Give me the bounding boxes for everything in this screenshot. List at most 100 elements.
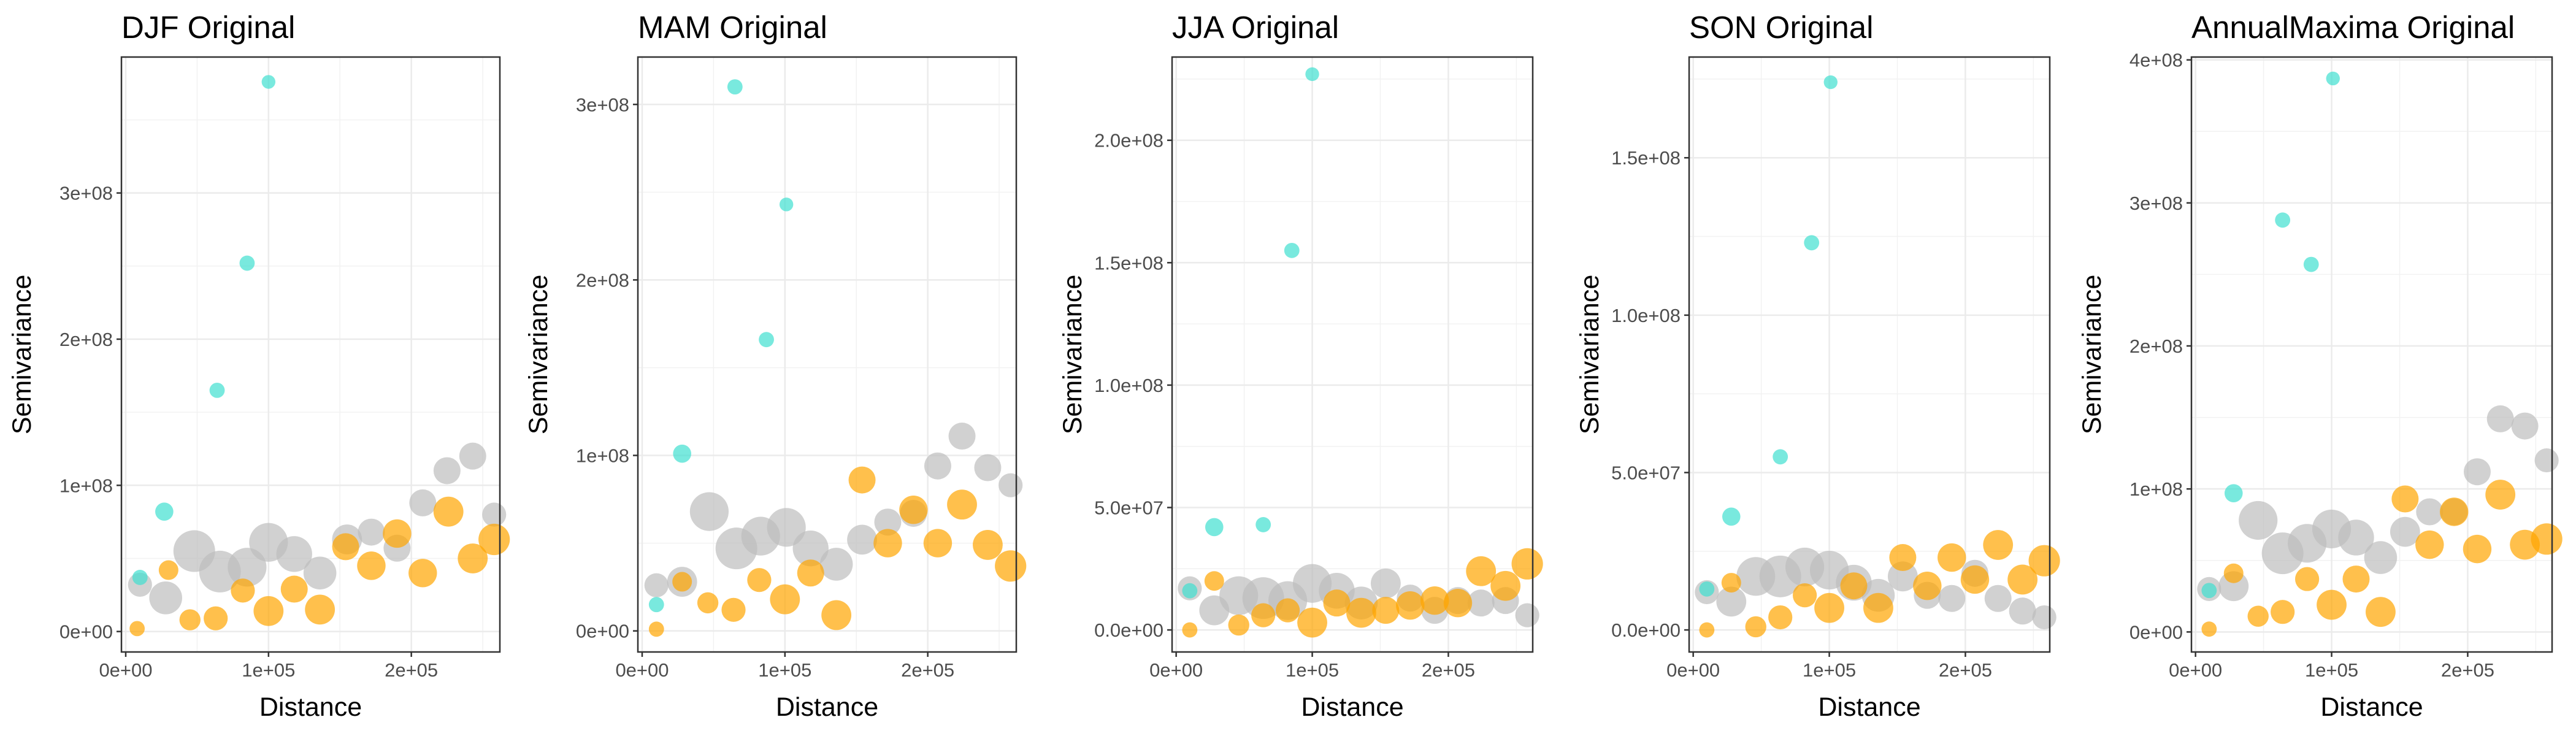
- panel-title: JJA Original: [1172, 10, 1339, 45]
- data-point-orange: [721, 597, 746, 622]
- y-axis-label: Semivariance: [2077, 275, 2107, 435]
- data-point-orange: [280, 575, 308, 603]
- data-point-orange: [1466, 556, 1497, 586]
- x-tick-label: 2e+05: [1422, 659, 1475, 681]
- data-point-gray: [689, 492, 729, 531]
- data-point-orange: [129, 621, 145, 637]
- data-point-orange: [2201, 621, 2217, 637]
- plot-background: [1172, 57, 1533, 652]
- data-point-orange: [2271, 600, 2295, 624]
- data-point-orange: [821, 600, 852, 631]
- data-point-orange: [1182, 622, 1198, 638]
- data-point-orange: [2415, 530, 2444, 559]
- data-point-cyan: [2326, 71, 2340, 86]
- data-point-orange: [1323, 589, 1351, 617]
- data-point-gray: [644, 573, 669, 597]
- y-tick-label: 1e+08: [59, 475, 113, 496]
- x-tick-label: 0e+00: [99, 659, 152, 681]
- data-point-cyan: [1699, 581, 1715, 597]
- data-point-orange: [995, 550, 1027, 582]
- panel-border: [2190, 56, 2553, 653]
- y-tick-label: 2e+08: [59, 329, 113, 350]
- data-point-cyan: [261, 75, 276, 89]
- data-point-orange: [923, 529, 953, 558]
- data-point-orange: [1346, 597, 1376, 628]
- data-point-cyan: [2275, 212, 2291, 228]
- data-point-orange: [2440, 497, 2469, 526]
- x-tick-label: 1e+05: [1286, 659, 1339, 681]
- data-point-orange: [873, 529, 902, 558]
- data-point-orange: [947, 489, 977, 520]
- data-point-orange: [1511, 548, 1543, 580]
- data-point-gray: [2463, 458, 2491, 486]
- data-point-cyan: [1804, 235, 1820, 251]
- data-point-orange: [305, 594, 335, 625]
- panel-1: 0e+00 1e+05 2e+05 0e+00 1e+08 2e+08 3e+08 DJF O…: [7, 10, 510, 722]
- data-point-gray: [819, 548, 853, 581]
- y-tick-label: 2e+08: [2129, 335, 2183, 357]
- x-axis-label: Distance: [776, 692, 878, 722]
- data-point-orange: [253, 596, 284, 626]
- data-point-gray: [2364, 541, 2398, 574]
- y-tick-label: 0e+00: [59, 621, 113, 643]
- data-point-orange: [433, 496, 464, 527]
- y-tick-label: 5.0e+07: [1611, 462, 1681, 483]
- data-point-gray: [482, 502, 507, 527]
- data-point-orange: [357, 551, 386, 580]
- data-point-cyan: [239, 255, 255, 271]
- data-point-cyan: [1823, 75, 1838, 90]
- data-point-orange: [2317, 589, 2347, 620]
- data-point-cyan: [1205, 518, 1224, 537]
- data-point-orange: [1228, 614, 1249, 636]
- data-point-orange: [2463, 534, 2492, 564]
- data-point-gray: [948, 423, 976, 450]
- x-tick-label: 1e+05: [2305, 659, 2358, 681]
- y-tick-label: 3e+08: [59, 183, 113, 204]
- x-tick-label: 0e+00: [1149, 659, 1203, 681]
- y-tick-label: 1e+08: [2129, 478, 2183, 500]
- data-point-orange: [2007, 564, 2038, 595]
- data-point-gray: [2338, 519, 2374, 556]
- data-point-orange: [672, 572, 692, 592]
- data-point-orange: [179, 609, 201, 631]
- panel-title: AnnualMaxima Original: [2191, 10, 2515, 45]
- data-point-orange: [1372, 597, 1400, 624]
- data-point-orange: [1396, 591, 1425, 620]
- data-point-orange: [1490, 570, 1521, 601]
- data-point-orange: [770, 584, 800, 615]
- panel-5: 0e+00 1e+05 2e+05 0e+00 1e+08 2e+08 3e+08 4e+08…: [2077, 10, 2563, 722]
- x-axis-label: Distance: [2320, 692, 2423, 722]
- data-point-gray: [767, 508, 806, 547]
- x-tick-label: 1e+05: [1803, 659, 1856, 681]
- data-point-orange: [1721, 573, 1741, 593]
- data-point-orange: [1960, 565, 1990, 594]
- x-tick-label: 1e+05: [758, 659, 811, 681]
- y-tick-label: 0e+00: [2129, 621, 2183, 643]
- data-point-orange: [2485, 480, 2516, 510]
- data-point-orange: [408, 559, 437, 588]
- data-point-orange: [648, 621, 664, 637]
- x-axis-label: Distance: [1301, 692, 1403, 722]
- panel-title: DJF Original: [121, 10, 295, 45]
- data-point-gray: [2534, 448, 2559, 473]
- data-point-orange: [899, 496, 928, 524]
- data-point-gray: [792, 530, 829, 567]
- y-tick-label: 1.5e+08: [1611, 147, 1681, 169]
- data-point-orange: [1251, 603, 1276, 627]
- y-tick-label: 1e+08: [576, 445, 629, 467]
- x-tick-label: 2e+05: [2441, 659, 2494, 681]
- data-point-orange: [2247, 605, 2269, 627]
- panel-border: [1688, 56, 2051, 653]
- data-point-gray: [276, 536, 312, 572]
- panel-3: 0e+00 1e+05 2e+05 0.0e+00 5.0e+07 1.0e+08 1.5e…: [1058, 10, 1543, 722]
- panel-border: [120, 56, 501, 653]
- data-point-gray: [358, 518, 385, 546]
- data-point-orange: [2366, 597, 2396, 627]
- x-tick-label: 1e+05: [242, 659, 295, 681]
- y-tick-label: 2e+08: [576, 269, 629, 291]
- data-point-gray: [1370, 568, 1401, 599]
- data-point-cyan: [1284, 242, 1300, 258]
- x-axis-label: Distance: [259, 692, 362, 722]
- data-point-gray: [974, 454, 1002, 481]
- data-point-orange: [158, 560, 178, 580]
